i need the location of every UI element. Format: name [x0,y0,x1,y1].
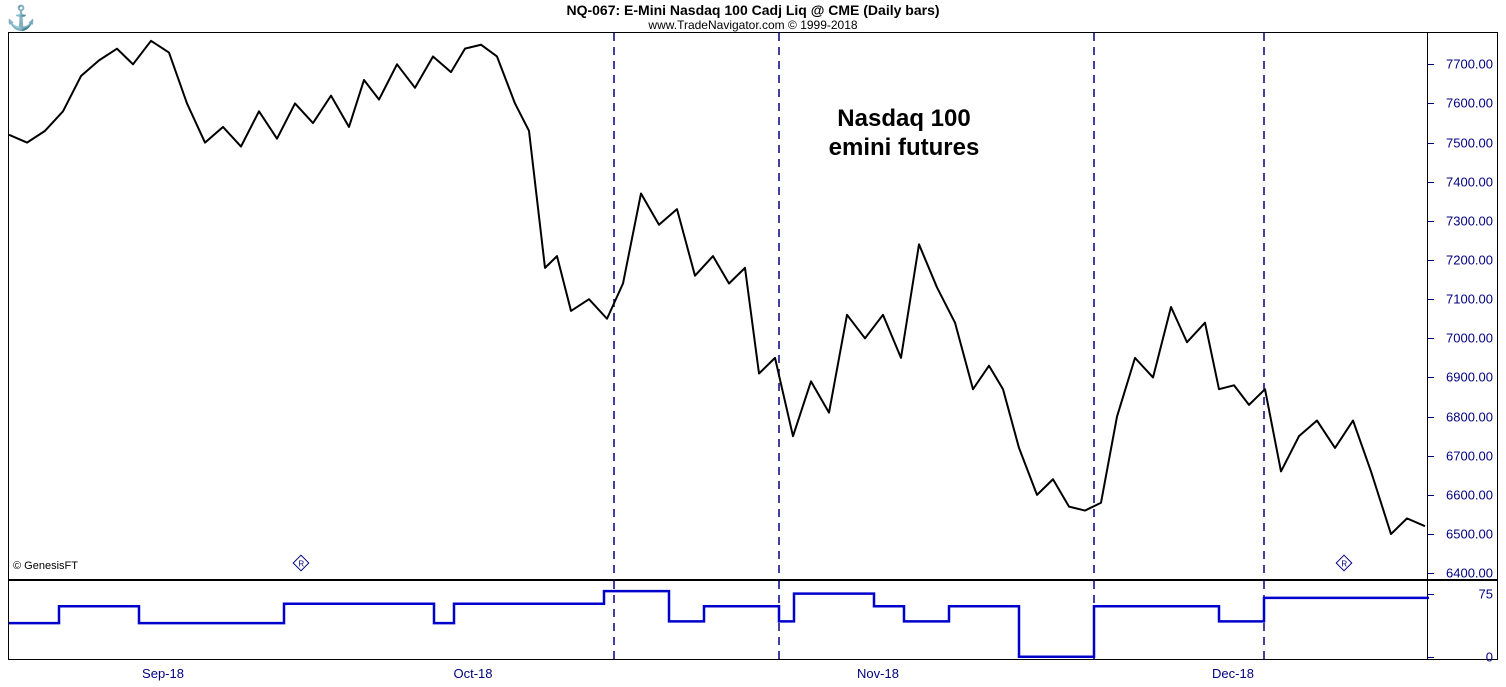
indicator-y-tick-label: 75 [1479,586,1493,601]
y-tick-label: 7100.00 [1446,292,1493,307]
indicator-y-tick-label: 0 [1486,649,1493,664]
main-y-axis: 6400.00 6500.00 6600.00 6700.00 6800.00 6900.… [1428,32,1498,580]
indicator-y-axis: 075 [1428,580,1498,660]
indicator-chart[interactable] [8,580,1428,660]
x-axis-month-label: Sep-18 [142,666,184,681]
chart-subtitle: www.TradeNavigator.com © 1999-2018 [0,18,1506,32]
x-axis-month-label: Dec-18 [1212,666,1254,681]
x-axis-month-label: Oct-18 [453,666,492,681]
y-tick-label: 6900.00 [1446,370,1493,385]
annotation-line-2: emini futures [829,134,980,161]
main-chart-svg [9,33,1429,581]
y-tick-label: 6700.00 [1446,448,1493,463]
chart-title: NQ-067: E-Mini Nasdaq 100 Cadj Liq @ CME… [0,0,1506,18]
indicator-chart-svg [9,581,1429,661]
y-tick-label: 7600.00 [1446,96,1493,111]
y-tick-label: 7700.00 [1446,57,1493,72]
y-tick-label: 7500.00 [1446,135,1493,150]
annotation-line-1: Nasdaq 100 [837,105,970,132]
y-tick-label: 7000.00 [1446,331,1493,346]
main-price-chart[interactable]: Nasdaq 100 emini futures © GenesisFT [8,32,1428,580]
y-tick-label: 7400.00 [1446,174,1493,189]
y-tick-label: 6400.00 [1446,566,1493,581]
x-axis-month-label: Nov-18 [857,666,899,681]
chart-container: ⚓ NQ-067: E-Mini Nasdaq 100 Cadj Liq @ C… [0,0,1506,687]
y-tick-label: 6800.00 [1446,409,1493,424]
y-tick-label: 7300.00 [1446,213,1493,228]
title-area: NQ-067: E-Mini Nasdaq 100 Cadj Liq @ CME… [0,0,1506,32]
chart-annotation: Nasdaq 100 emini futures [829,105,980,163]
y-tick-label: 6600.00 [1446,487,1493,502]
y-tick-label: 7200.00 [1446,253,1493,268]
copyright-text: © GenesisFT [13,560,78,572]
y-tick-label: 6500.00 [1446,527,1493,542]
